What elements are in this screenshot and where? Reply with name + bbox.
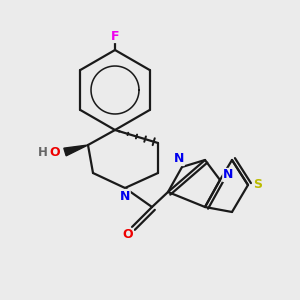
Text: S: S: [254, 178, 262, 191]
Text: O: O: [123, 229, 133, 242]
Text: N: N: [223, 169, 233, 182]
Polygon shape: [64, 145, 88, 156]
Text: N: N: [174, 152, 184, 166]
Text: F: F: [111, 29, 119, 43]
Text: O: O: [50, 146, 60, 158]
Text: H: H: [38, 146, 48, 158]
Text: N: N: [120, 190, 130, 202]
